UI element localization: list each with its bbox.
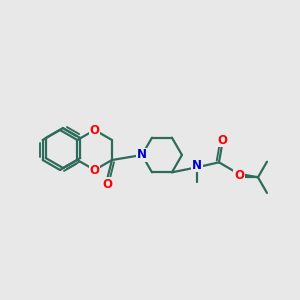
Text: N: N <box>137 148 147 161</box>
Text: O: O <box>102 178 112 190</box>
Text: O: O <box>234 169 244 182</box>
Text: O: O <box>217 134 227 147</box>
Text: O: O <box>90 124 100 136</box>
Text: O: O <box>90 164 100 176</box>
Text: N: N <box>192 159 202 172</box>
